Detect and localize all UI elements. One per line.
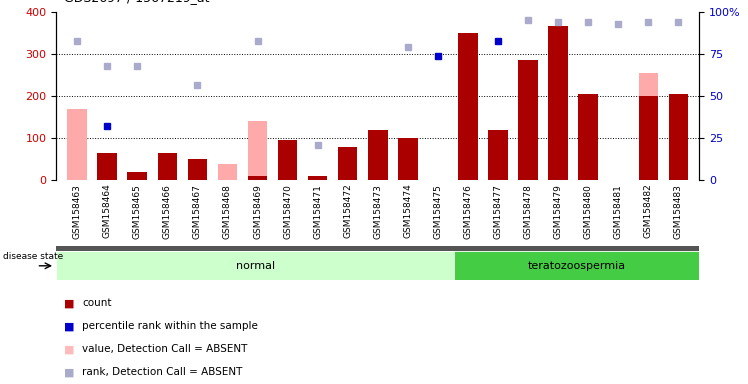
Bar	[454, 251, 699, 280]
Bar	[56, 251, 454, 280]
Bar	[578, 94, 598, 180]
Text: GDS2697 / 1567219_at: GDS2697 / 1567219_at	[64, 0, 209, 4]
Text: GSM158474: GSM158474	[403, 184, 412, 238]
Text: count: count	[82, 298, 111, 308]
Text: ■: ■	[64, 298, 74, 308]
Text: GSM158478: GSM158478	[524, 184, 533, 238]
Bar	[458, 33, 478, 180]
Text: rank, Detection Call = ABSENT: rank, Detection Call = ABSENT	[82, 367, 242, 377]
Text: percentile rank within the sample: percentile rank within the sample	[82, 321, 258, 331]
Text: GSM158473: GSM158473	[373, 184, 382, 238]
Text: value, Detection Call = ABSENT: value, Detection Call = ABSENT	[82, 344, 248, 354]
Text: GSM158476: GSM158476	[464, 184, 473, 238]
Bar	[127, 172, 147, 180]
Bar	[158, 153, 177, 180]
Bar	[368, 130, 387, 180]
Text: GSM158471: GSM158471	[313, 184, 322, 238]
Bar	[97, 153, 117, 180]
Text: disease state: disease state	[3, 252, 63, 261]
Text: GSM158472: GSM158472	[343, 184, 352, 238]
Bar	[338, 147, 358, 180]
Bar	[308, 176, 328, 180]
Bar	[548, 26, 568, 180]
Bar	[278, 140, 297, 180]
Text: GSM158480: GSM158480	[583, 184, 592, 238]
Bar	[398, 138, 417, 180]
Bar	[56, 246, 699, 251]
Text: GSM158464: GSM158464	[102, 184, 111, 238]
Bar	[308, 176, 328, 180]
Text: normal: normal	[236, 261, 275, 271]
Text: GSM158465: GSM158465	[132, 184, 142, 238]
Text: GSM158466: GSM158466	[163, 184, 172, 238]
Bar	[669, 94, 688, 180]
Bar	[518, 60, 538, 180]
Bar	[248, 121, 267, 180]
Bar	[218, 164, 237, 180]
Bar	[639, 96, 658, 180]
Text: GSM158463: GSM158463	[73, 184, 82, 238]
Text: ■: ■	[64, 367, 74, 377]
Text: GSM158483: GSM158483	[674, 184, 683, 238]
Text: ■: ■	[64, 344, 74, 354]
Text: GSM158469: GSM158469	[253, 184, 262, 238]
Text: teratozoospermia: teratozoospermia	[528, 261, 626, 271]
Text: ■: ■	[64, 321, 74, 331]
Text: GSM158475: GSM158475	[433, 184, 442, 238]
Text: GSM158470: GSM158470	[283, 184, 292, 238]
Text: GSM158467: GSM158467	[193, 184, 202, 238]
Bar	[639, 73, 658, 180]
Text: GSM158479: GSM158479	[554, 184, 562, 238]
Text: GSM158481: GSM158481	[613, 184, 623, 238]
Bar	[248, 176, 267, 180]
Bar	[67, 109, 87, 180]
Text: GSM158468: GSM158468	[223, 184, 232, 238]
Bar	[488, 130, 508, 180]
Text: GSM158482: GSM158482	[644, 184, 653, 238]
Bar	[188, 159, 207, 180]
Text: GSM158477: GSM158477	[494, 184, 503, 238]
